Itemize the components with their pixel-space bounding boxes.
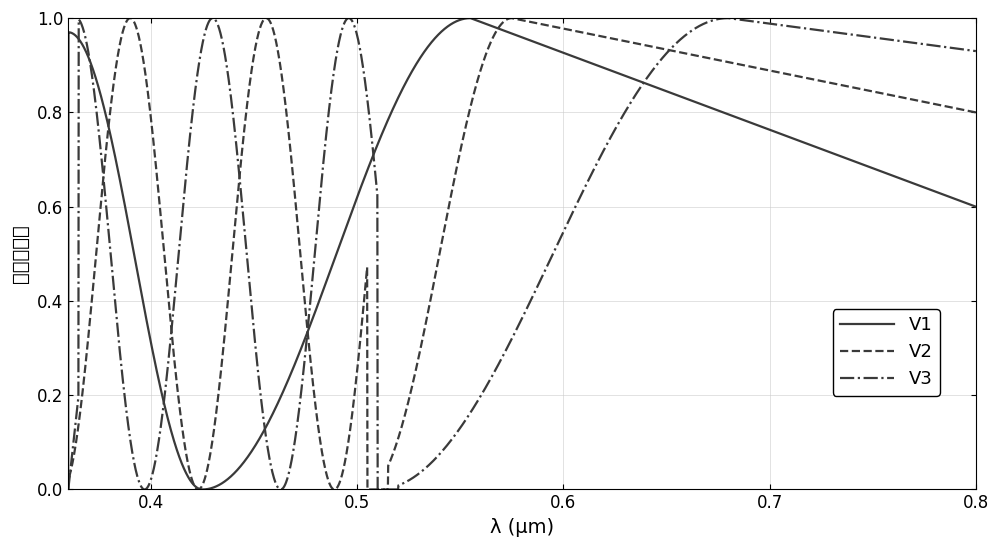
V3	[980, 48, 992, 54]
V3	[158, 399, 170, 406]
V2	[408, 375, 420, 382]
V1	[448, 19, 460, 26]
V3	[408, 473, 420, 480]
V1	[980, 207, 992, 214]
V2	[158, 247, 170, 253]
V2	[862, 87, 874, 94]
V1	[464, 15, 476, 21]
Line: V2: V2	[58, 18, 986, 489]
X-axis label: λ (μm): λ (μm)	[490, 518, 554, 537]
V1	[962, 201, 974, 207]
V1	[52, 486, 64, 493]
Line: V1: V1	[58, 18, 986, 489]
Legend: V1, V2, V3: V1, V2, V3	[833, 309, 940, 396]
Y-axis label: 光谱透过率: 光谱透过率	[11, 225, 30, 283]
V3	[213, 26, 225, 32]
V2	[213, 387, 225, 393]
V2	[448, 177, 460, 184]
V3	[862, 33, 874, 40]
V1	[862, 163, 874, 170]
V3	[52, 486, 64, 493]
V1	[213, 482, 225, 488]
V2	[506, 15, 518, 21]
V2	[52, 486, 64, 493]
V1	[158, 399, 170, 406]
V2	[962, 107, 974, 114]
V3	[962, 47, 974, 53]
Line: V3: V3	[58, 18, 986, 489]
V1	[408, 65, 420, 71]
V3	[448, 432, 460, 439]
V3	[207, 15, 219, 21]
V2	[980, 111, 992, 118]
